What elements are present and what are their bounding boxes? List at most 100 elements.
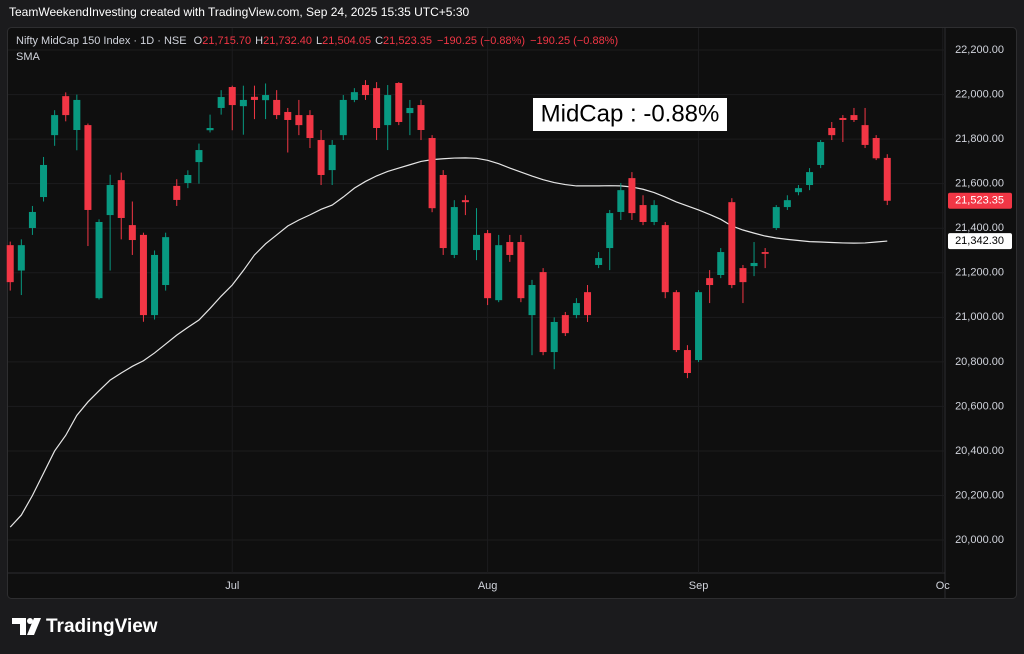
candle-body bbox=[17, 245, 25, 271]
candle-body bbox=[84, 125, 92, 210]
candle-body bbox=[250, 96, 258, 100]
candle-body bbox=[306, 115, 314, 139]
candle-body bbox=[439, 174, 447, 249]
candle-body bbox=[683, 350, 691, 373]
candle-body bbox=[517, 242, 525, 299]
candle-body bbox=[628, 178, 636, 214]
sma-line bbox=[9, 157, 888, 528]
candle-body bbox=[883, 157, 891, 201]
candle-body bbox=[373, 88, 381, 129]
y-tick-label: 20,400.00 bbox=[955, 445, 1004, 457]
candle-body bbox=[606, 213, 614, 249]
candle-body bbox=[184, 174, 192, 184]
candle-body bbox=[151, 254, 159, 316]
y-tick-label: 20,200.00 bbox=[955, 489, 1004, 501]
candle-body bbox=[328, 144, 336, 171]
candle-body bbox=[572, 303, 580, 316]
candle-body bbox=[728, 202, 736, 286]
y-tick-label: 20,600.00 bbox=[955, 400, 1004, 412]
candle-body bbox=[484, 233, 492, 299]
candle-body bbox=[850, 115, 858, 120]
candle-body bbox=[417, 105, 425, 131]
candle-body bbox=[650, 205, 658, 222]
candle-body bbox=[350, 92, 358, 100]
candle-body bbox=[595, 258, 603, 265]
legend-value: 21,504.05 bbox=[322, 35, 371, 47]
candle-body bbox=[228, 87, 236, 106]
legend-key: L bbox=[316, 35, 322, 47]
legend-change: −190.25 (−0.88%) bbox=[437, 35, 525, 47]
candle-body bbox=[206, 128, 214, 131]
candle-body bbox=[51, 115, 59, 136]
legend-value: 21,732.40 bbox=[263, 35, 312, 47]
candle-body bbox=[717, 252, 725, 275]
price-marker bbox=[948, 233, 1012, 250]
y-tick-label: 20,800.00 bbox=[955, 356, 1004, 368]
candle-body bbox=[239, 99, 247, 107]
price-marker-label: 21,523.35 bbox=[955, 195, 1004, 207]
candle-body bbox=[117, 180, 125, 218]
price-marker-label: 21,342.30 bbox=[955, 235, 1004, 247]
candle-body bbox=[450, 207, 458, 255]
candle-body bbox=[262, 95, 270, 101]
candle-body bbox=[783, 200, 791, 208]
candle-body bbox=[528, 285, 536, 316]
candle-body bbox=[861, 125, 869, 145]
candle-body bbox=[273, 99, 281, 116]
candle-body bbox=[539, 272, 547, 353]
legend-value: 21,715.70 bbox=[202, 35, 251, 47]
candle-body bbox=[217, 97, 225, 108]
y-tick-label: 21,600.00 bbox=[955, 178, 1004, 190]
candle-body bbox=[339, 99, 347, 136]
y-tick-label: 21,400.00 bbox=[955, 222, 1004, 234]
candle-body bbox=[461, 200, 469, 203]
y-tick-label: 22,000.00 bbox=[955, 89, 1004, 101]
candle-body bbox=[695, 292, 703, 361]
candle-body bbox=[828, 128, 836, 136]
y-tick-label: 20,000.00 bbox=[955, 534, 1004, 546]
legend-key: H bbox=[255, 35, 263, 47]
x-tick-label: Oc bbox=[936, 580, 951, 592]
logo-icon bbox=[27, 618, 33, 624]
candle-body bbox=[406, 107, 414, 114]
grid bbox=[8, 28, 945, 573]
brand-logo: TradingView bbox=[12, 616, 158, 637]
candle-body bbox=[495, 245, 503, 301]
candle-body bbox=[739, 268, 747, 283]
candle-body bbox=[772, 207, 780, 229]
candle-body bbox=[162, 237, 170, 286]
sma-label: SMA bbox=[16, 51, 41, 63]
candle-body bbox=[173, 185, 181, 200]
candle-body bbox=[584, 292, 592, 316]
candle-body bbox=[672, 292, 680, 351]
candle-body bbox=[95, 221, 103, 299]
candle-body bbox=[550, 321, 558, 353]
legend-key: O bbox=[194, 35, 203, 47]
y-tick-label: 21,000.00 bbox=[955, 311, 1004, 323]
legend-change: −190.25 (−0.88%) bbox=[530, 35, 618, 47]
y-tick-label: 21,200.00 bbox=[955, 267, 1004, 279]
x-tick-label: Sep bbox=[689, 580, 709, 592]
legend-value: 21,523.35 bbox=[383, 35, 432, 47]
candle-body bbox=[295, 115, 303, 126]
axes: 20,000.00 20,200.00 20,400.00 20,600.00 20,8… bbox=[225, 44, 1012, 592]
candle-body bbox=[395, 83, 403, 122]
annotation-box bbox=[533, 98, 727, 131]
candle-body bbox=[428, 138, 436, 209]
chart-panel bbox=[7, 27, 1017, 599]
candle-body bbox=[750, 262, 758, 267]
candle-body bbox=[806, 172, 814, 186]
candle-body bbox=[639, 205, 647, 222]
candle-body bbox=[706, 278, 714, 286]
annotation: MidCap : -0.88% bbox=[541, 100, 720, 127]
candle-body bbox=[73, 99, 81, 131]
candle-body bbox=[561, 315, 569, 334]
plot bbox=[6, 80, 891, 528]
candle-body bbox=[128, 225, 136, 241]
candle-body bbox=[139, 234, 147, 316]
candle-body bbox=[384, 95, 392, 126]
candle-body bbox=[284, 111, 292, 120]
candle-body bbox=[817, 142, 825, 165]
x-tick-label: Jul bbox=[225, 580, 239, 592]
